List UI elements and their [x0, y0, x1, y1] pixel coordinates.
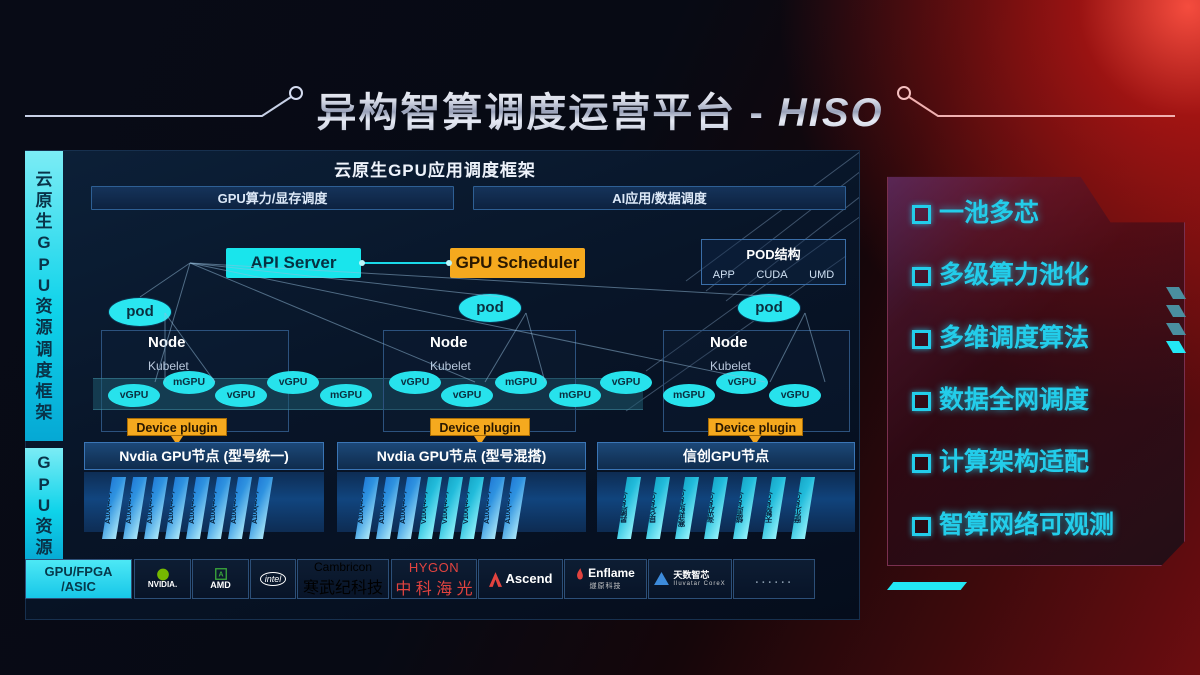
svg-text:A: A	[218, 572, 223, 579]
